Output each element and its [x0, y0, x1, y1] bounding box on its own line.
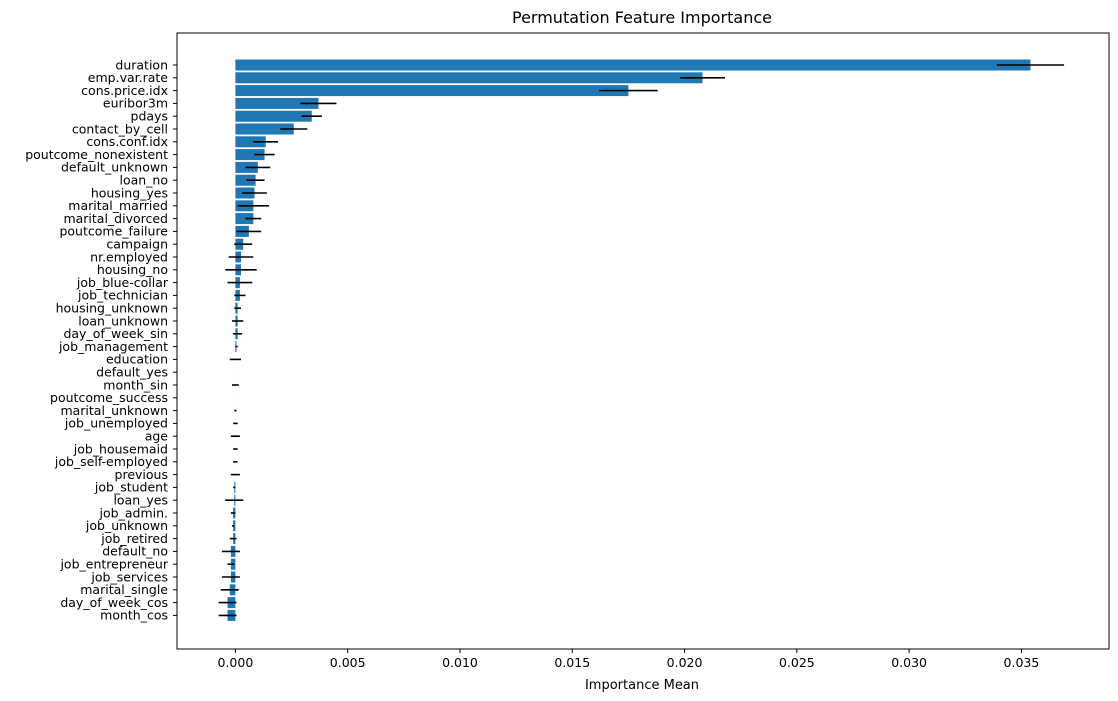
y-tick-label: poutcome_failure	[59, 224, 168, 239]
y-tick-label: cons.conf.idx	[86, 134, 168, 149]
bar-duration	[235, 59, 1031, 71]
y-tick-label: month_sin	[103, 377, 168, 392]
bar-poutcome_nonexistent	[235, 149, 265, 161]
bar-marital_divorced	[235, 213, 254, 225]
y-tick-label: job_unemployed	[64, 416, 168, 431]
y-tick-label: campaign	[106, 237, 168, 252]
y-tick-label: marital_divorced	[63, 211, 168, 226]
error-bars-layer	[218, 64, 1065, 617]
x-tick-label: 0.000	[217, 655, 253, 670]
y-tick-label: poutcome_success	[50, 390, 168, 405]
y-tick-label: job_entrepreneur	[59, 557, 168, 572]
y-tick-label: emp.var.rate	[88, 70, 168, 85]
y-tick-label: education	[106, 352, 168, 367]
x-tick-label: 0.015	[554, 655, 590, 670]
y-tick-label: loan_yes	[113, 493, 168, 508]
x-axis-label: Importance Mean	[585, 678, 699, 693]
y-tick-label: housing_no	[97, 262, 168, 277]
y-tick-label: nr.employed	[90, 249, 168, 264]
bar-pdays	[235, 110, 312, 122]
bar-euribor3m	[235, 97, 319, 109]
x-tick-label: 0.035	[1004, 655, 1040, 670]
y-tick-label: pdays	[131, 109, 168, 124]
x-tick-label: 0.030	[891, 655, 927, 670]
y-tick-label: month_cos	[100, 608, 168, 623]
y-tick-label: marital_unknown	[60, 403, 168, 418]
y-tick-label: job_unknown	[85, 518, 168, 533]
y-tick-label: previous	[115, 467, 168, 482]
y-tick-label: job_management	[58, 339, 168, 354]
y-tick-label: job_technician	[77, 288, 168, 303]
y-tick-label: duration	[115, 57, 168, 72]
y-tick-label: contact_by_cell	[72, 121, 168, 136]
bar-cons.price.idx	[235, 85, 629, 97]
y-axis-ticks: durationemp.var.ratecons.price.idxeuribo…	[25, 57, 177, 623]
y-tick-label: default_no	[102, 544, 168, 559]
x-tick-label: 0.020	[667, 655, 703, 670]
bar-cons.conf.idx	[235, 136, 266, 148]
y-tick-label: poutcome_nonexistent	[25, 147, 168, 162]
y-tick-label: loan_unknown	[78, 313, 168, 328]
plot-frame	[176, 32, 1110, 650]
y-tick-label: job_blue-collar	[76, 275, 169, 290]
y-tick-label: loan_no	[119, 173, 168, 188]
x-axis-ticks: 0.000 0.005 0.010 0.015 0.020 0.025 0.030 0.035	[217, 649, 1039, 670]
bar-contact_by_cell	[235, 123, 294, 135]
bar-emp.var.rate	[235, 72, 703, 84]
y-tick-label: job_housemaid	[73, 441, 168, 456]
y-tick-label: default_yes	[96, 365, 168, 380]
y-tick-label: default_unknown	[61, 160, 168, 175]
y-tick-label: housing_yes	[91, 185, 168, 200]
y-tick-label: housing_unknown	[56, 301, 168, 316]
y-tick-label: marital_single	[80, 582, 168, 597]
y-tick-label: job_self-employed	[54, 454, 168, 469]
y-tick-label: marital_married	[68, 198, 168, 213]
x-tick-label: 0.025	[779, 655, 815, 670]
bar-loan_no	[235, 174, 256, 186]
y-tick-label: job_admin.	[99, 505, 168, 520]
bars-layer	[227, 59, 1031, 621]
y-tick-label: job_student	[94, 480, 168, 495]
y-tick-label: day_of_week_cos	[60, 595, 168, 610]
y-tick-label: euribor3m	[103, 96, 168, 111]
y-tick-label: day_of_week_sin	[63, 326, 168, 341]
y-tick-label: age	[145, 429, 169, 444]
x-tick-label: 0.005	[330, 655, 366, 670]
y-tick-label: job_services	[90, 569, 168, 584]
x-tick-label: 0.010	[442, 655, 478, 670]
chart-title: Permutation Feature Importance	[512, 8, 772, 27]
y-tick-label: job_retired	[100, 531, 168, 546]
y-tick-label: cons.price.idx	[81, 83, 168, 98]
